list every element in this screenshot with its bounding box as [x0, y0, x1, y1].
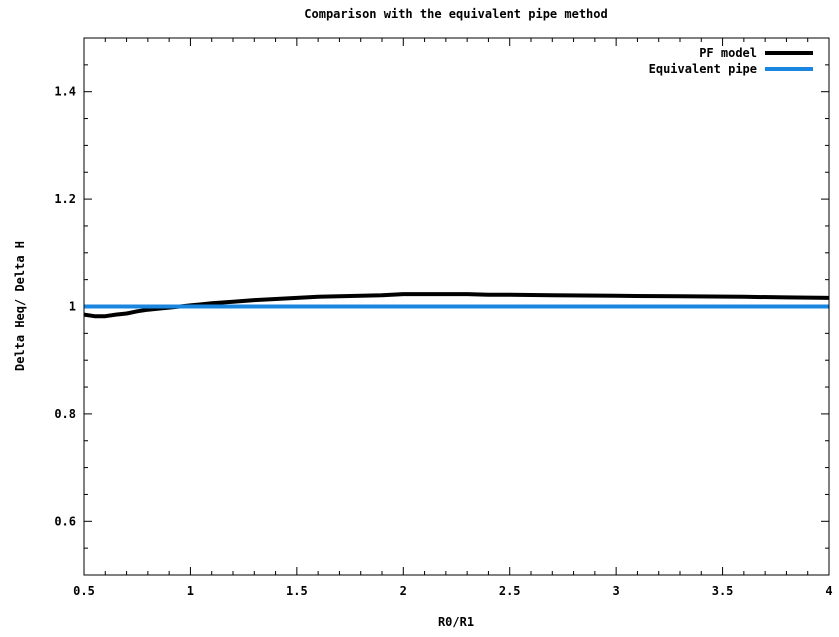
series-line-0 — [83, 292, 830, 319]
y-tick-label: 1 — [69, 300, 76, 314]
x-axis-label: R0/R1 — [438, 615, 474, 629]
x-tick-label: 3 — [613, 584, 620, 598]
legend-label: Equivalent pipe — [649, 62, 757, 76]
x-tick-label: 4 — [825, 584, 832, 598]
axis-ticks — [83, 37, 830, 576]
chart-title: Comparison with the equivalent pipe meth… — [304, 7, 607, 21]
legend: PF model Equivalent pipe — [649, 46, 813, 76]
x-tick-label: 2 — [400, 584, 407, 598]
y-tick-label: 1.4 — [54, 85, 76, 99]
x-tick-label: 3.5 — [712, 584, 734, 598]
y-tick-label: 1.2 — [54, 192, 76, 206]
y-tick-label: 0.6 — [54, 514, 76, 528]
plot-frame — [83, 37, 830, 576]
x-tick-label: 1 — [187, 584, 194, 598]
tick-labels: 0.5 1 1.5 2 2.5 3 3.5 4 0.6 0.8 1 1.2 1.4 — [54, 85, 832, 598]
y-axis-label: Delta Heq/ Delta H — [13, 241, 27, 371]
x-tick-label: 0.5 — [73, 584, 95, 598]
x-tick-label: 2.5 — [499, 584, 521, 598]
series-lines — [83, 292, 830, 319]
x-tick-label: 1.5 — [286, 584, 308, 598]
legend-label: PF model — [699, 46, 757, 60]
y-tick-label: 0.8 — [54, 407, 76, 421]
